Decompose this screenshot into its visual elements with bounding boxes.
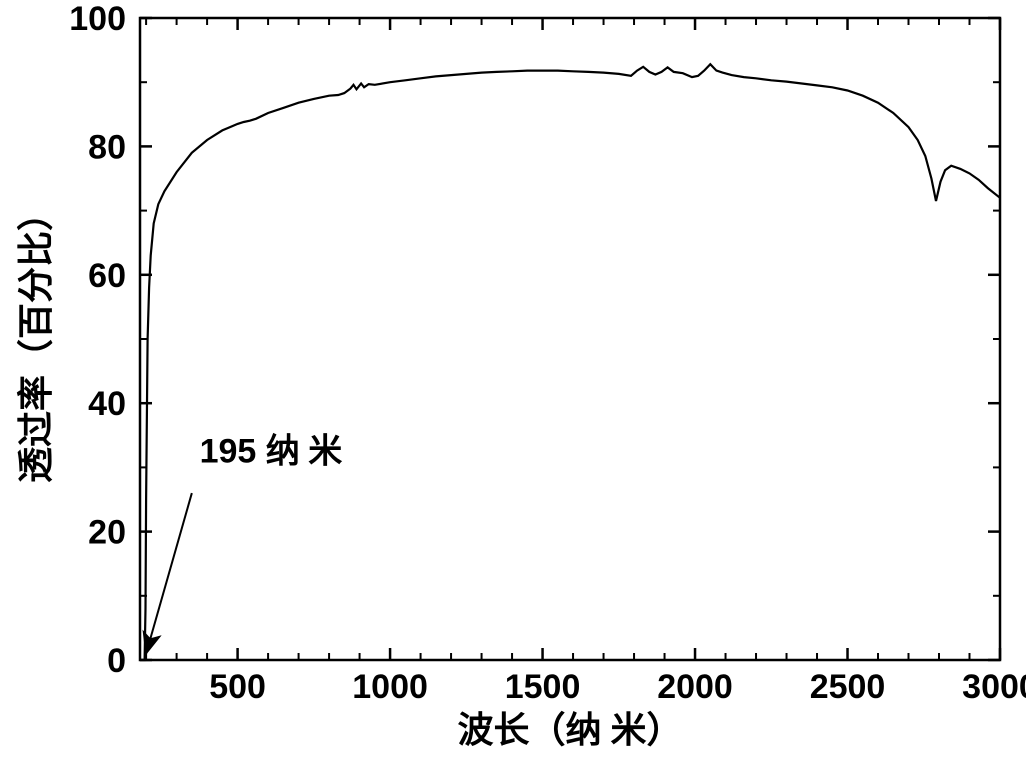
y-tick-label: 100 (69, 0, 126, 38)
y-tick-label: 40 (88, 385, 126, 423)
y-tick-label: 0 (107, 642, 126, 680)
x-tick-label: 2000 (657, 668, 733, 706)
y-tick-label: 60 (88, 257, 126, 295)
x-tick-label: 500 (209, 668, 266, 706)
x-tick-label: 1000 (352, 668, 428, 706)
x-tick-label: 1500 (505, 668, 581, 706)
annotation-arrow (146, 493, 192, 654)
transmittance-chart: 500 1000 1500 2000 2500 3000 0 20 40 60 80 100 波长（纳 … (0, 0, 1026, 769)
y-tick-label: 80 (88, 128, 126, 166)
x-tick-label: 2500 (810, 668, 886, 706)
y-tick-label: 20 (88, 514, 126, 552)
transmittance-curve (140, 64, 1000, 660)
x-tick-label: 3000 (962, 668, 1026, 706)
annotation-label: 195 纳 米 (200, 433, 343, 471)
x-axis-title: 波长（纳 米） (457, 710, 682, 750)
y-axis-title: 透过率（百分比） (16, 195, 56, 483)
